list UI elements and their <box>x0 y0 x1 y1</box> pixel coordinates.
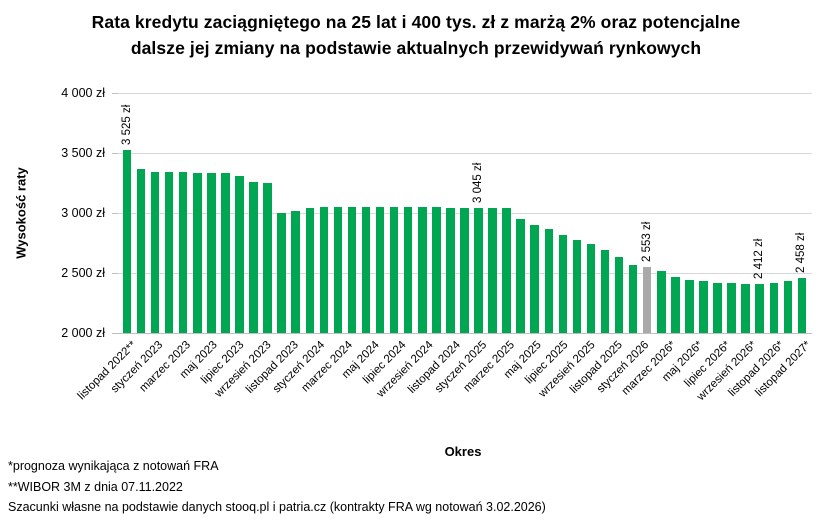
bar <box>600 250 610 333</box>
footnotes: *prognoza wynikająca z notowań FRA **WIB… <box>8 456 546 518</box>
bar <box>136 168 146 333</box>
bar <box>558 235 568 333</box>
bar <box>516 219 525 333</box>
bar <box>235 175 244 333</box>
bar <box>122 150 132 333</box>
bar-value-label: 2 458 zł <box>795 232 808 274</box>
y-axis-tick <box>112 333 118 334</box>
bar <box>572 240 582 333</box>
bar <box>361 207 371 333</box>
bar <box>502 207 511 333</box>
bar <box>586 243 596 333</box>
y-tick-label: 2 500 zł <box>61 266 105 280</box>
bar <box>178 171 188 333</box>
bar <box>741 283 750 333</box>
bar <box>713 282 722 333</box>
bar <box>460 207 469 333</box>
bar <box>685 279 694 333</box>
footnote-fra-forecast: *prognoza wynikająca z notowań FRA <box>8 459 219 473</box>
y-axis-tick <box>112 153 118 154</box>
bar <box>699 281 708 333</box>
y-tick-label: 3 500 zł <box>61 146 105 160</box>
y-tick-label: 4 000 zł <box>61 86 105 100</box>
bar <box>305 207 315 333</box>
bar <box>797 278 807 333</box>
bar <box>375 207 385 333</box>
bar <box>446 207 455 333</box>
x-axis-title: Okres <box>444 444 482 459</box>
bar-value-label: 2 553 zł <box>640 221 653 262</box>
bar <box>150 171 160 333</box>
gridline <box>115 93 812 94</box>
bar <box>207 172 216 333</box>
footnote-wibor-date: **WIBOR 3M z dnia 07.11.2022 <box>8 479 183 494</box>
bar <box>530 225 539 333</box>
bar <box>347 207 357 333</box>
y-tick-label: 3 000 zł <box>61 206 105 220</box>
y-axis-title: Wysokość raty <box>13 167 29 259</box>
bar <box>614 257 624 333</box>
bar <box>193 172 202 333</box>
bar <box>277 213 286 333</box>
bar <box>657 270 666 333</box>
bar <box>755 283 764 333</box>
bar-value-label: 3 045 zł <box>472 162 484 203</box>
bar <box>221 172 230 333</box>
bar <box>164 171 174 333</box>
bar <box>474 207 483 333</box>
y-axis-tick <box>112 273 118 274</box>
bar <box>389 207 399 333</box>
bar-value-label: 3 525 zł <box>120 104 133 145</box>
footnote-source: Szacunki własne na podstawie danych stoo… <box>8 500 546 514</box>
bar <box>263 183 272 333</box>
bar <box>432 207 441 333</box>
bar-value-label: 2 412 zł <box>753 238 766 279</box>
bar <box>418 207 427 333</box>
highlighted-bar <box>642 266 652 333</box>
y-tick-label: 2 000 zł <box>61 326 105 340</box>
bar <box>783 281 793 333</box>
bar <box>249 181 258 333</box>
bar <box>403 207 413 333</box>
y-axis-tick <box>112 93 118 94</box>
bar <box>727 283 736 333</box>
gridline <box>115 153 812 154</box>
bar <box>671 276 680 333</box>
bar <box>769 283 778 333</box>
bar <box>488 207 497 333</box>
bar <box>544 228 554 333</box>
chart-title: Rata kredytu zaciągniętego na 25 lat i 4… <box>91 12 741 58</box>
gridline <box>115 333 812 334</box>
y-axis-tick <box>112 213 118 214</box>
bar <box>333 207 343 333</box>
bar <box>291 210 300 333</box>
bar <box>628 264 638 333</box>
bar <box>319 207 329 333</box>
